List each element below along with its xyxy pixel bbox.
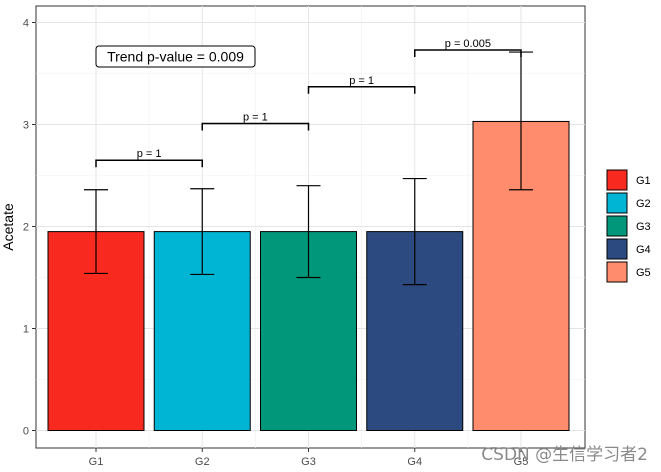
bracket-p-value: p = 1 xyxy=(349,75,374,87)
watermark: CSDN @生信学习者2 xyxy=(481,445,648,465)
bracket-p-value: p = 0.005 xyxy=(445,38,491,50)
legend-item-g5: G5 xyxy=(606,261,651,283)
error-bars xyxy=(84,51,533,286)
legend-swatch xyxy=(606,192,628,214)
error-bar-g2 xyxy=(190,188,215,276)
legend-label: G3 xyxy=(636,221,651,233)
bracket-g3-g4: p = 1 xyxy=(307,75,416,94)
x-tick-label: G5 xyxy=(514,456,529,468)
y-tick-label: 2 xyxy=(23,222,29,234)
y-axis: 0 1 2 3 4 xyxy=(23,18,36,438)
y-tick-label: 1 xyxy=(23,324,29,336)
legend-swatch xyxy=(606,169,628,191)
y-tick-label: 0 xyxy=(23,426,29,438)
x-tick-label: G3 xyxy=(301,456,316,468)
bracket-line xyxy=(201,122,310,131)
legend-item-g1: G1 xyxy=(606,169,651,191)
x-tick-label: G1 xyxy=(89,456,104,468)
bracket-line xyxy=(307,86,416,94)
error-bar-g4 xyxy=(402,177,427,286)
legend-item-g4: G4 xyxy=(606,238,651,260)
error-bar-g3 xyxy=(296,185,321,279)
legend-label: G1 xyxy=(636,175,651,187)
x-tick-label: G2 xyxy=(195,456,210,468)
legend-swatch xyxy=(606,238,628,260)
error-bar-g1 xyxy=(84,189,108,275)
legend-label: G2 xyxy=(636,198,651,210)
trend-annotation: Trend p-value = 0.009 xyxy=(95,45,256,68)
legend-label: G5 xyxy=(636,267,651,279)
y-tick-label: 4 xyxy=(23,18,29,30)
legend-swatch xyxy=(606,261,628,283)
y-axis-title: Acetate xyxy=(0,203,16,251)
bracket-p-value: p = 1 xyxy=(243,111,268,123)
bracket-line xyxy=(414,49,522,58)
bracket-line xyxy=(95,159,203,168)
trend-annotation-box xyxy=(95,45,256,68)
legend-label: G4 xyxy=(636,244,651,256)
bracket-g2-g3: p = 1 xyxy=(201,111,310,131)
x-axis: G1 G2 G3 G4 G5 xyxy=(89,448,529,468)
bracket-g4-g5: p = 0.005 xyxy=(414,38,522,58)
bracket-p-value: p = 1 xyxy=(137,148,162,160)
legend-item-g2: G2 xyxy=(606,192,651,214)
legend-swatch xyxy=(606,215,628,237)
bracket-g1-g2: p = 1 xyxy=(95,148,203,168)
legend: G1 G2 G3 G4 G5 xyxy=(606,169,651,283)
x-tick-label: G4 xyxy=(407,456,422,468)
legend-item-g3: G3 xyxy=(606,215,651,237)
y-tick-label: 3 xyxy=(23,120,29,132)
trend-annotation-text: Trend p-value = 0.009 xyxy=(107,49,244,65)
significance-brackets: p = 1 p = 1 p = 1 p = 0.005 xyxy=(95,38,522,168)
